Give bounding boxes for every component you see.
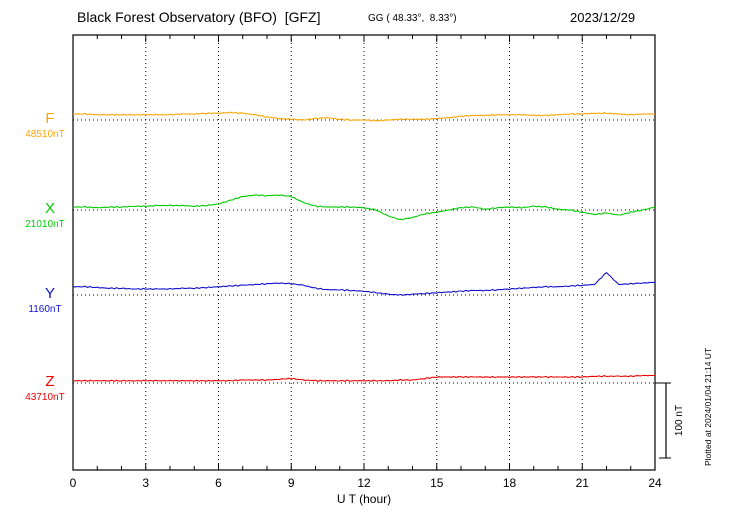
x-tick-label: 12 bbox=[357, 476, 371, 490]
x-tick-label: 9 bbox=[288, 476, 295, 490]
trace-Z bbox=[72, 374, 655, 383]
series-label-Y: Y bbox=[45, 285, 55, 302]
date-label: 2023/12/29 bbox=[570, 10, 636, 25]
trace-Y bbox=[72, 272, 656, 296]
x-tick-label: 15 bbox=[430, 476, 444, 490]
scale-bar-label: 100 nT bbox=[674, 405, 685, 436]
x-tick-label: 21 bbox=[576, 476, 590, 490]
series-baseline-value-Z: 43710nT bbox=[25, 392, 64, 403]
x-tick-label: 18 bbox=[503, 476, 517, 490]
plot-frame bbox=[72, 34, 656, 471]
x-tick-label: 24 bbox=[648, 476, 662, 490]
trace-X bbox=[72, 194, 656, 221]
series-label-X: X bbox=[45, 200, 55, 217]
x-tick-label: 0 bbox=[70, 476, 77, 490]
observatory-title: Black Forest Observatory (BFO) [GFZ] bbox=[77, 9, 321, 25]
x-tick-label: 6 bbox=[215, 476, 222, 490]
series-baseline-value-Y: 1160nT bbox=[28, 304, 61, 315]
series-baseline-value-F: 48510nT bbox=[25, 129, 64, 140]
x-tick-label: 3 bbox=[142, 476, 149, 490]
series-label-Z: Z bbox=[45, 373, 54, 390]
series-label-F: F bbox=[45, 110, 54, 127]
trace-F bbox=[72, 111, 655, 122]
coordinates-label: GG ( 48.33°, 8.33°) bbox=[368, 13, 457, 24]
plotted-at-note: Plotted at 2024/01/04 21:14 UT bbox=[703, 348, 713, 466]
series-baseline-value-X: 21010nT bbox=[25, 219, 64, 230]
x-axis-label: U T (hour) bbox=[337, 492, 391, 506]
